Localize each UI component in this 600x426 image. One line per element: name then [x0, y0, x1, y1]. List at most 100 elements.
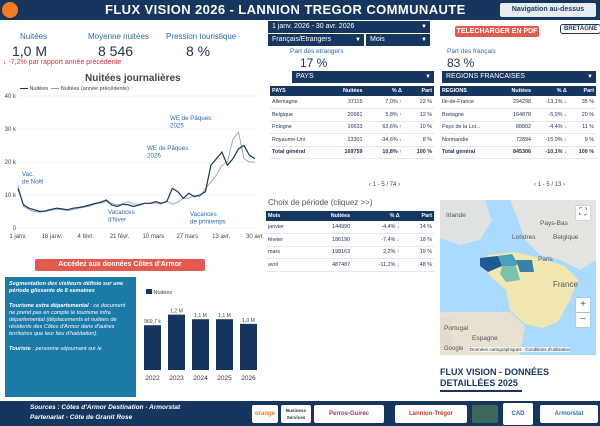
- column-header[interactable]: Nuitées: [305, 211, 353, 221]
- arrow-up-icon: ↑: [399, 124, 402, 131]
- pager-next-icon[interactable]: ›: [398, 182, 401, 188]
- perros-guirec-logo: Perros-Guirec: [314, 405, 384, 423]
- table-cell: 169759: [327, 146, 365, 159]
- visitor-type-selector[interactable]: Français/Etrangers ▼: [268, 34, 364, 46]
- zoom-out-icon[interactable]: −: [576, 313, 590, 327]
- table-row[interactable]: Normandie 72894 -15,9% ↓ 9 %: [440, 133, 596, 147]
- export-pdf-button[interactable]: TELECHARGER EN PDF: [455, 26, 539, 37]
- table-cell: 20681: [327, 108, 365, 122]
- table-total-row[interactable]: Total général 845306 -10,1% ↓ 100 %: [440, 146, 596, 159]
- column-header[interactable]: Nuitées: [499, 86, 534, 96]
- y-tick-label: 40 k: [5, 94, 17, 100]
- x-tick-label: 4 févr.: [78, 234, 95, 240]
- lannion-tregor-logo: Lannion-Trégor: [395, 405, 467, 423]
- map-portugal-shape: [440, 318, 452, 350]
- column-header[interactable]: Part: [568, 86, 596, 96]
- column-header[interactable]: Nuitées: [327, 86, 365, 96]
- table-row[interactable]: Bretagne 164878 -5,9% ↓ 20 %: [440, 108, 596, 122]
- table-cell: 19 %: [401, 246, 434, 259]
- bar-data-label: 1,0 M: [242, 318, 255, 324]
- table-cell: -11,2% ↓: [352, 258, 402, 272]
- table-cell: 845306: [499, 146, 534, 159]
- map-attribution-text: Données cartographiques: [470, 347, 522, 352]
- table-cell: Pologne: [270, 121, 328, 134]
- pager-prev-icon[interactable]: ‹: [369, 182, 371, 188]
- column-header[interactable]: Mois: [266, 211, 306, 221]
- table-cell: 12 %: [403, 108, 434, 122]
- countries-pager[interactable]: ‹ 1 - 5 / 74 ›: [369, 182, 400, 188]
- annotation-line: 2026: [147, 153, 161, 160]
- cad-logo: CAD: [503, 403, 533, 425]
- detailed-data-line2: DETAILLÉES 2025: [440, 378, 518, 388]
- table-cell: Allemagne: [270, 96, 328, 109]
- pager-next-icon[interactable]: ›: [563, 182, 566, 188]
- table-cell: 18 %: [401, 233, 434, 247]
- cotes-darmor-data-button[interactable]: Accédez aux données Côtes d'Armor: [35, 259, 205, 271]
- table-cell: -34,6% ↓: [364, 133, 404, 147]
- annotation-line: Vac.: [22, 171, 34, 178]
- map-idf-shape: [516, 260, 534, 272]
- granularity-selector[interactable]: Mois ▼: [366, 34, 430, 46]
- arrow-up-icon: ↑: [396, 249, 400, 256]
- google-logo: Google: [444, 346, 464, 352]
- period-selector[interactable]: 1 janv. 2026 - 30 avr. 2026 ▼: [268, 21, 430, 33]
- table-row[interactable]: Belgique 20681 5,8% ↑ 12 %: [270, 108, 434, 122]
- map-canvas[interactable]: [440, 200, 596, 355]
- table-row[interactable]: janvier 144990 -4,4% ↓ 14 %: [266, 221, 434, 234]
- map-attribution[interactable]: Données cartographiques Conditions d'uti…: [470, 347, 570, 352]
- annotation-line: 2025: [170, 123, 184, 130]
- pager-prev-icon[interactable]: ‹: [534, 182, 536, 188]
- bar-data-label: 1,1 M: [218, 313, 231, 319]
- column-header[interactable]: % Δ: [364, 86, 404, 96]
- countries-dropdown[interactable]: PAYS ▼: [292, 71, 434, 83]
- column-header[interactable]: % Δ: [352, 211, 402, 221]
- zoom-in-icon[interactable]: +: [576, 298, 590, 312]
- map-pdl-shape: [500, 266, 520, 282]
- map-terms-link[interactable]: Conditions d'utilisation: [525, 347, 570, 352]
- column-header[interactable]: Part: [403, 86, 434, 96]
- table-cell: janvier: [266, 221, 306, 234]
- table-row[interactable]: mars 198163 2,2% ↑ 19 %: [266, 246, 434, 259]
- table-cell: 48 %: [401, 258, 434, 272]
- table-row[interactable]: Ile-de-France 294298 -13,1% ↓ 35 %: [440, 96, 596, 109]
- table-row[interactable]: février 186190 -7,4% ↓ 18 %: [266, 233, 434, 247]
- orange-logo: orange: [252, 405, 278, 423]
- column-header[interactable]: PAYS: [270, 86, 328, 96]
- legend-previous: Nuitées (année précédente): [60, 86, 129, 92]
- table-row[interactable]: avril 487487 -11,2% ↓ 48 %: [266, 258, 434, 272]
- table-row[interactable]: Pays de la Loi... 88802 -4,4% ↓ 11 %: [440, 121, 596, 134]
- arrow-down-icon: ↓: [564, 136, 567, 143]
- table-cell: 198163: [305, 246, 353, 259]
- kpi-nuitees-delta: ↓ -7,2% par rapport année précédente: [3, 59, 121, 66]
- regions-pager[interactable]: ‹ 1 - 5 / 13 ›: [534, 182, 565, 188]
- table-cell: 22 %: [403, 96, 434, 109]
- table-cell: -5,9% ↓: [533, 108, 569, 122]
- table-total-row[interactable]: Total général 169759 10,8% ↑ 100 %: [270, 146, 434, 159]
- column-header[interactable]: % Δ: [533, 86, 569, 96]
- fullscreen-icon[interactable]: ⛶: [576, 206, 590, 220]
- table-row[interactable]: Allemagne 37115 7,0% ↑ 22 %: [270, 96, 434, 109]
- kpi-francais-label: Part des français: [447, 48, 496, 55]
- detailed-data-link[interactable]: FLUX VISION - DONNÉES DETAILLÉES 2025: [440, 367, 549, 392]
- yearly-nights-bar-chart: 969,7 k 2022 1,2 M 2023 1,1 M 2024 1,1 M 2025 1,…: [144, 309, 257, 382]
- table-cell: -15,9% ↓: [533, 133, 569, 147]
- touriste-body: : personne séjournant sur le: [30, 345, 102, 352]
- navigation-button[interactable]: Navigation au-dessus: [500, 3, 596, 17]
- table-row[interactable]: Royaume-Uni 13301 -34,6% ↓ 8 %: [270, 133, 434, 147]
- table-cell: mars: [266, 246, 306, 259]
- footer-sources[interactable]: Sources : Côtes d'Armor Destination - Ar…: [30, 404, 181, 411]
- column-header[interactable]: Part: [401, 211, 434, 221]
- bar-legend-label: Nuitées: [153, 290, 173, 296]
- regions-dropdown[interactable]: REGIONS FRANCAISES ▼: [442, 71, 596, 83]
- table-cell: Royaume-Uni: [270, 133, 328, 147]
- visitor-origin-map[interactable]: Irlande Pays-Bas Londres Belgique Paris …: [440, 200, 596, 355]
- arrow-down-icon: ↓: [396, 261, 400, 268]
- segmentation-info-panel: Segmentation des visiteurs définie sur u…: [5, 277, 136, 397]
- bar-x-tick-label: 2024: [193, 375, 208, 382]
- table-row[interactable]: Pologne 16633 62,6% ↑ 10 %: [270, 121, 434, 134]
- column-header[interactable]: REGIONS: [440, 86, 500, 96]
- kpi-nuitees-delta-text: -7,2% par rapport année précédente: [8, 59, 122, 66]
- period-table[interactable]: Mois Nuitées% Δ Part janvier 144990 -4,4% ↓ 1…: [266, 211, 434, 272]
- detailed-data-line1: FLUX VISION - DONNÉES: [440, 367, 550, 377]
- table-cell: 164878: [499, 108, 534, 122]
